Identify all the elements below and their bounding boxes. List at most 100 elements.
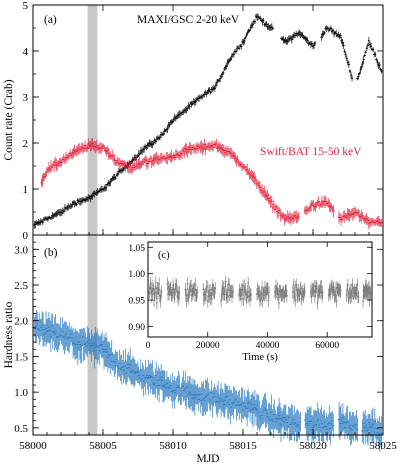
inset-data-point (177, 298, 180, 301)
inset-data-point (294, 299, 297, 302)
panel-c-inset: 0.90 0.95 1.00 1.05 0 20000 40000 60000 (c) Tim… (128, 241, 373, 363)
inset-data-point (266, 287, 269, 290)
panel-b-ytick-label: 1.0 (14, 387, 28, 399)
inset-data-point (310, 295, 313, 298)
inset-data-point (334, 294, 337, 297)
panel-a-ytick-label: 5 (23, 0, 29, 12)
inset-data-point (335, 300, 338, 302)
inset-data-point (210, 297, 213, 300)
inset-data-point (202, 288, 205, 291)
inset-data-point (196, 291, 199, 294)
inset-data-point (190, 284, 192, 287)
inset-data-point (206, 286, 209, 288)
panel-b-label: (b) (44, 247, 58, 259)
inset-data-point (332, 286, 335, 289)
panel-c-xtick-label: 0 (146, 341, 151, 351)
inset-data-point (350, 295, 353, 297)
inset-data-point (169, 286, 172, 289)
inset-data-point (167, 286, 170, 288)
panel-b: 0.5 1.0 1.5 2.0 2.5 3.0 58000 58005 58010 58015 58… (3, 234, 397, 465)
panel-a-ytick-label: 1 (23, 184, 29, 196)
panel-c-ytick-label: 1.00 (128, 270, 145, 280)
inset-data-point (313, 285, 316, 288)
inset-data-point (285, 294, 288, 297)
inset-data-point (227, 295, 229, 298)
inset-data-point (293, 293, 296, 295)
inset-data-point (248, 291, 251, 293)
inset-data-point (223, 293, 226, 296)
inset-data-point (171, 291, 174, 294)
inset-data-point (274, 292, 277, 295)
inset-data-point (209, 288, 211, 291)
panel-b-xtick-label: 58010 (159, 440, 187, 452)
inset-data-point (250, 294, 252, 297)
inset-data-point (178, 291, 181, 294)
inset-data-point (186, 294, 188, 297)
inset-data-point (150, 287, 153, 289)
inset-data-point (232, 291, 235, 293)
panel-b-ytick-label: 2.0 (14, 316, 28, 328)
inset-data-point (339, 289, 342, 292)
panel-c-xtick-label: 40000 (256, 341, 280, 351)
inset-data-point (346, 284, 349, 286)
inset-data-point (154, 281, 157, 284)
panel-a-ytick-label: 3 (23, 92, 29, 104)
panel-c-frame (147, 241, 373, 338)
inset-data-point (225, 296, 228, 299)
inset-data-point (349, 297, 352, 299)
hardness-series (33, 310, 383, 452)
inset-data-point (186, 282, 189, 285)
inset-data-point (268, 291, 270, 294)
panel-c-ytick-label: 0.95 (128, 297, 145, 307)
inset-data-point (316, 301, 319, 304)
panel-b-ytick-label: 0.5 (14, 423, 28, 435)
inset-data-point (155, 302, 158, 304)
inset-data-point (355, 292, 358, 295)
panel-a-ytick-label: 0 (23, 230, 29, 242)
inset-data-point (299, 286, 302, 289)
inset-data-point (166, 282, 169, 285)
inset-data-point (228, 283, 231, 286)
inset-data-point (277, 293, 280, 296)
inset-data-point (151, 293, 154, 295)
panel-b-xlabel: MJD (196, 453, 219, 465)
maxi-legend-label: MAXI/GSC 2-20 keV (137, 14, 240, 26)
inset-data-point (220, 293, 223, 296)
inset-series (148, 275, 372, 310)
bat-legend-label: Swift/BAT 15-50 keV (260, 146, 362, 158)
inset-data-point (362, 300, 364, 302)
maxi-series (33, 13, 383, 229)
inset-data-point (351, 283, 354, 286)
inset-data-point (368, 285, 370, 288)
inset-data-point (214, 287, 217, 290)
inset-data-point (241, 297, 243, 300)
inset-data-point (160, 290, 163, 293)
panel-c-label: (c) (158, 250, 170, 261)
panel-b-ylabel: Hardness ratio (3, 301, 15, 368)
inset-data-point (247, 282, 250, 285)
panel-a-ytick-label: 4 (23, 46, 29, 58)
panel-a-ytick-label: 2 (23, 138, 29, 150)
panel-b-xtick-label: 58015 (229, 440, 257, 452)
inset-data-point (261, 286, 264, 289)
inset-data-point (222, 286, 225, 289)
inset-data-point (194, 283, 197, 286)
inset-data-point (320, 285, 323, 288)
panel-b-ytick-label: 2.5 (14, 280, 28, 292)
inset-data-point (321, 292, 324, 294)
panel-b-xtick-label: 58025 (369, 440, 397, 452)
panel-c-ytick-label: 0.90 (128, 323, 145, 333)
panel-c-xtick-label: 20000 (196, 341, 220, 351)
panel-b-ytick-label: 1.5 (14, 351, 28, 363)
inset-data-point (292, 284, 295, 287)
panel-b-xtick-label: 58020 (299, 440, 327, 452)
inset-data-point (242, 298, 245, 301)
panel-b-xtick-label: 58005 (89, 440, 117, 452)
inset-data-point (291, 291, 294, 294)
panel-a-label: (a) (44, 14, 57, 26)
inset-data-point (155, 292, 158, 294)
panel-b-xtick-label: 58000 (19, 440, 47, 452)
inset-data-point (278, 301, 280, 304)
inset-data-point (356, 283, 359, 286)
